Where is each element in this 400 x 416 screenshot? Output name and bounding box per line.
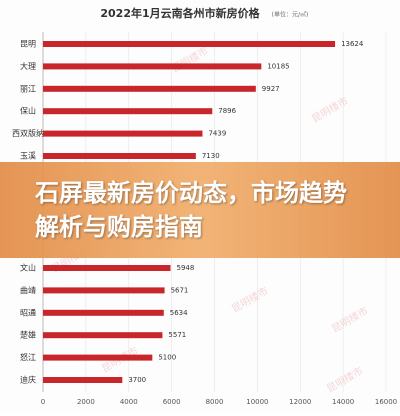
bar bbox=[43, 41, 336, 47]
bar bbox=[43, 287, 165, 294]
x-tick-label: 14000 bbox=[332, 398, 354, 406]
y-tick-label: 丽江 bbox=[20, 84, 36, 93]
y-tick-label: 文山 bbox=[20, 263, 36, 273]
chart-subtitle: (单位：元/㎡) bbox=[272, 11, 309, 19]
headline: 石屏最新房价动态，市场趋势解析与购房指南 bbox=[35, 179, 347, 241]
value-label: 5634 bbox=[170, 309, 188, 317]
y-tick-label: 玉溪 bbox=[20, 151, 36, 161]
value-label: 5100 bbox=[158, 354, 176, 362]
x-tick-label: 8000 bbox=[206, 398, 224, 406]
bar bbox=[43, 309, 164, 316]
y-tick-label: 保山 bbox=[20, 106, 36, 116]
bar bbox=[43, 63, 262, 70]
value-label: 7439 bbox=[208, 130, 226, 138]
bar bbox=[43, 153, 196, 159]
value-label: 9927 bbox=[262, 85, 280, 93]
y-tick-label: 怒江 bbox=[20, 352, 36, 362]
x-tick-label: 2000 bbox=[77, 398, 95, 406]
banner: 石屏最新房价动态，市场趋势解析与购房指南 bbox=[0, 162, 400, 258]
bar bbox=[43, 265, 171, 271]
bar bbox=[43, 130, 203, 137]
x-tick-label: 6000 bbox=[163, 398, 181, 406]
bar bbox=[43, 85, 256, 92]
value-label: 5948 bbox=[177, 264, 195, 272]
value-label: 7130 bbox=[202, 152, 220, 160]
y-tick-label: 迪庆 bbox=[20, 375, 36, 385]
x-tick-label: 0 bbox=[41, 398, 45, 406]
y-tick-label: 楚雄 bbox=[20, 330, 36, 340]
value-label: 3700 bbox=[128, 376, 146, 384]
y-tick-label: 大理 bbox=[20, 61, 36, 71]
value-label: 5671 bbox=[171, 286, 189, 294]
value-label: 5571 bbox=[168, 331, 186, 339]
bar bbox=[43, 108, 213, 115]
value-label: 7896 bbox=[218, 107, 236, 115]
x-tick-label: 16000 bbox=[375, 398, 397, 406]
y-tick-label: 昆明 bbox=[20, 40, 36, 49]
x-tick-label: 4000 bbox=[120, 398, 138, 406]
chart-title: 2022年1月云南各州市新房价格 bbox=[100, 6, 260, 20]
y-tick-label: 昭通 bbox=[20, 307, 36, 317]
y-tick-label: 曲靖 bbox=[20, 285, 36, 295]
bar bbox=[43, 354, 153, 361]
value-label: 13624 bbox=[341, 40, 364, 48]
y-tick-label: 西双版纳 bbox=[12, 128, 44, 138]
x-tick-label: 10000 bbox=[246, 398, 268, 406]
bar bbox=[43, 332, 163, 339]
bar bbox=[43, 377, 123, 383]
x-tick-label: 12000 bbox=[289, 398, 311, 406]
value-label: 10185 bbox=[267, 62, 289, 70]
